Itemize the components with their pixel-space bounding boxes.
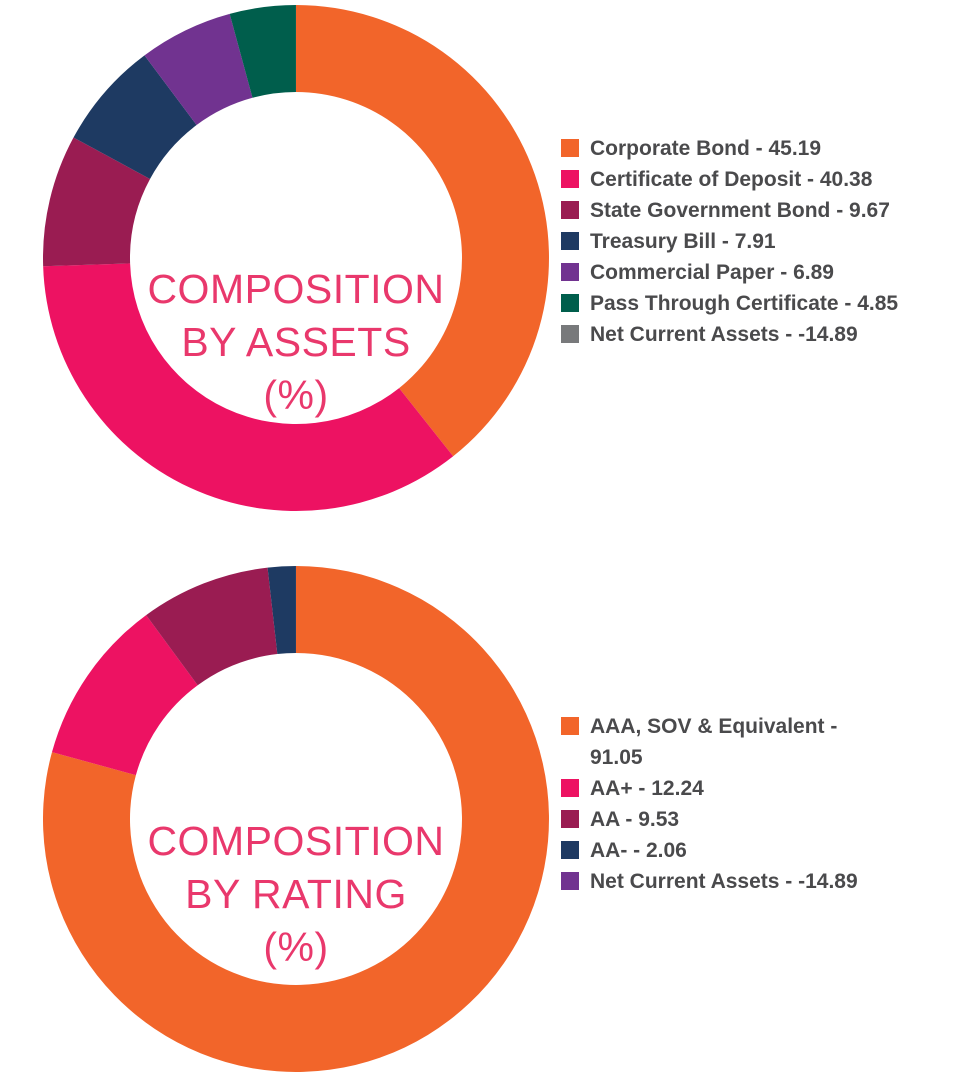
donut-segment-certificate-of-deposit bbox=[43, 263, 454, 511]
donut-segment-corporate-bond bbox=[296, 5, 549, 457]
legend-swatch-icon bbox=[561, 139, 579, 157]
legend-item-pass-through-certificate: Pass Through Certificate - 4.85 bbox=[561, 288, 961, 319]
legend-label: Net Current Assets - -14.89 bbox=[590, 870, 858, 893]
legend-label: AA- - 2.06 bbox=[590, 839, 687, 862]
legend-label: AA+ - 12.24 bbox=[590, 777, 704, 800]
rating-legend: AAA, SOV & Equivalent - 91.05 AA+ - 12.24… bbox=[561, 711, 916, 897]
legend-label: Net Current Assets - -14.89 bbox=[590, 323, 858, 346]
legend-item-net-current-assets: Net Current Assets - -14.89 bbox=[561, 319, 961, 350]
legend-label: AA - 9.53 bbox=[590, 808, 680, 831]
legend-swatch-icon bbox=[561, 232, 579, 250]
legend-item-aa: AA - 9.53 bbox=[561, 804, 916, 835]
legend-item-aaa-sov-equivalent: AAA, SOV & Equivalent - 91.05 bbox=[561, 711, 916, 773]
donut-segment-commercial-paper bbox=[144, 13, 253, 126]
legend-swatch-icon bbox=[561, 841, 579, 859]
legend-item-treasury-bill: Treasury Bill - 7.91 bbox=[561, 226, 961, 257]
legend-label: Treasury Bill - 7.91 bbox=[590, 230, 776, 253]
legend-label: Pass Through Certificate - 4.85 bbox=[590, 292, 899, 315]
legend-swatch-icon bbox=[561, 201, 579, 219]
donut-segment-state-government-bond bbox=[43, 137, 151, 267]
legend-label: AAA, SOV & Equivalent - 91.05 bbox=[590, 715, 838, 769]
assets-legend: Corporate Bond - 45.19 Certificate of Dep… bbox=[561, 133, 961, 350]
legend-item-commercial-paper: Commercial Paper - 6.89 bbox=[561, 257, 961, 288]
legend-label: State Government Bond - 9.67 bbox=[590, 199, 890, 222]
legend-swatch-icon bbox=[561, 872, 579, 890]
donut-segment-aa bbox=[146, 567, 278, 686]
legend-item-aa: AA+ - 12.24 bbox=[561, 773, 916, 804]
rating-donut-chart bbox=[43, 566, 549, 1072]
legend-swatch-icon bbox=[561, 294, 579, 312]
legend-swatch-icon bbox=[561, 810, 579, 828]
legend-item-net-current-assets: Net Current Assets - -14.89 bbox=[561, 866, 916, 897]
rating-donut-title: COMPOSITION BY RATING (%) bbox=[147, 818, 445, 970]
legend-item-aa: AA- - 2.06 bbox=[561, 835, 916, 866]
donut-segment-aa bbox=[51, 615, 198, 776]
assets-donut-title: COMPOSITION BY ASSETS (%) bbox=[147, 266, 445, 418]
legend-label: Corporate Bond - 45.19 bbox=[590, 137, 822, 160]
legend-item-state-government-bond: State Government Bond - 9.67 bbox=[561, 195, 961, 226]
legend-label: Commercial Paper - 6.89 bbox=[590, 261, 834, 284]
legend-item-certificate-of-deposit: Certificate of Deposit - 40.38 bbox=[561, 164, 961, 195]
donut-segment-aa bbox=[267, 566, 296, 655]
legend-swatch-icon bbox=[561, 779, 579, 797]
assets-donut-chart bbox=[43, 5, 549, 511]
donut-segment-pass-through-certificate bbox=[229, 5, 296, 98]
legend-label: Certificate of Deposit - 40.38 bbox=[590, 168, 873, 191]
legend-swatch-icon bbox=[561, 717, 579, 735]
legend-swatch-icon bbox=[561, 170, 579, 188]
donut-segment-treasury-bill bbox=[73, 55, 197, 179]
legend-swatch-icon bbox=[561, 263, 579, 281]
legend-item-corporate-bond: Corporate Bond - 45.19 bbox=[561, 133, 961, 164]
donut-segment-aaa-sov-equivalent bbox=[43, 566, 549, 1072]
legend-swatch-icon bbox=[561, 325, 579, 343]
